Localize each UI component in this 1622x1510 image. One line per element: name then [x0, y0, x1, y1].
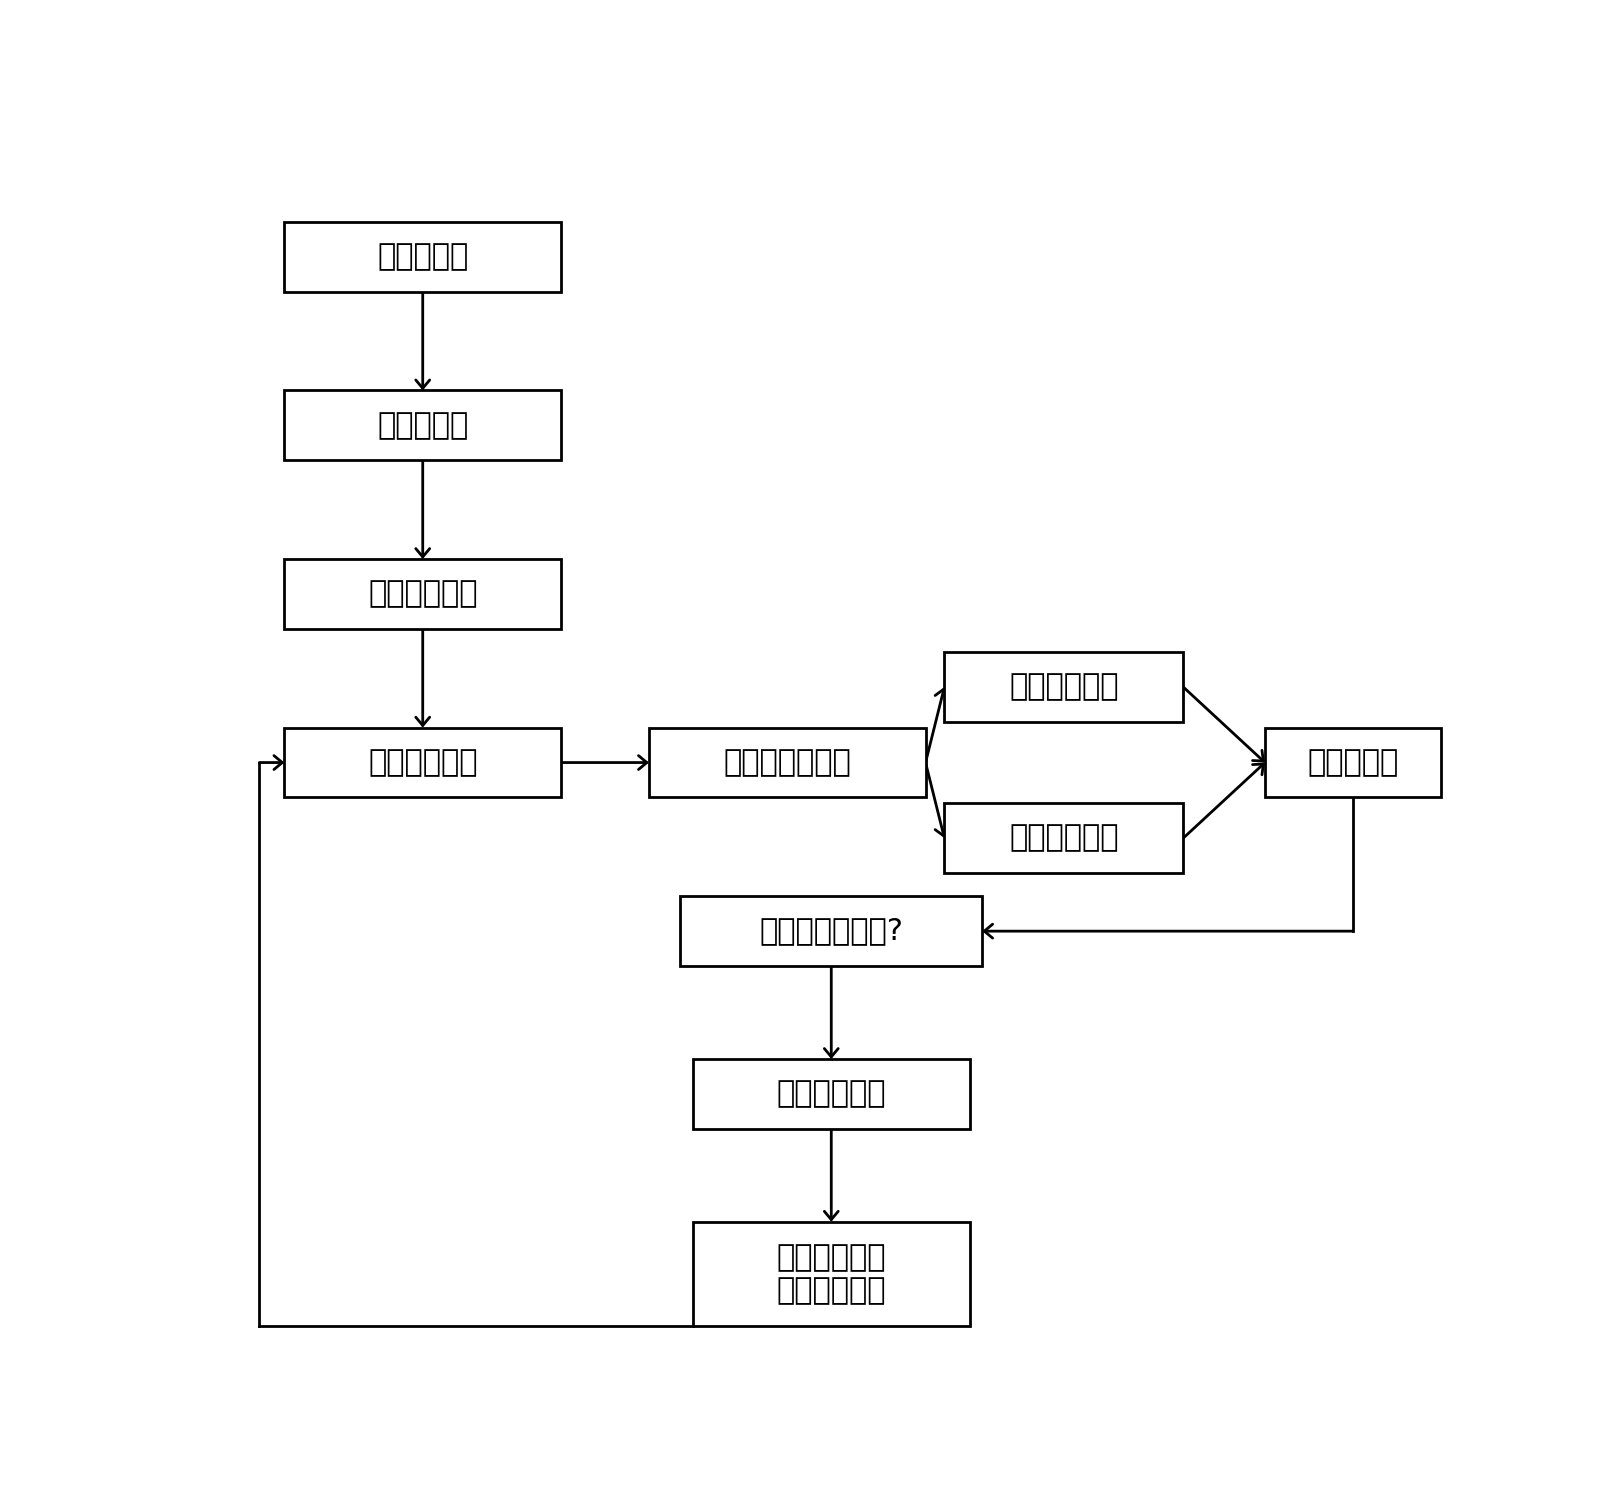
- Bar: [284, 559, 561, 628]
- Text: 系统初始化: 系统初始化: [376, 242, 469, 272]
- Bar: [284, 222, 561, 291]
- Text: 输出测量结果
开始下一循环: 输出测量结果 开始下一循环: [777, 1243, 886, 1306]
- Bar: [649, 728, 926, 797]
- Text: 测量本底电压: 测量本底电压: [368, 580, 477, 609]
- Bar: [693, 1059, 970, 1129]
- Bar: [681, 897, 981, 966]
- Text: 测量参比光强: 测量参比光强: [1009, 672, 1119, 702]
- Text: 计算反射率: 计算反射率: [1307, 747, 1398, 778]
- Bar: [944, 652, 1184, 722]
- Text: 所有点测量完毕?: 所有点测量完毕?: [759, 917, 903, 945]
- Bar: [1265, 728, 1440, 797]
- Text: 发光管全暗: 发光管全暗: [376, 411, 469, 439]
- Bar: [693, 1222, 970, 1326]
- Bar: [944, 803, 1184, 873]
- Text: 合成反射光谱: 合成反射光谱: [777, 1080, 886, 1108]
- Text: 点亮单只发光管: 点亮单只发光管: [723, 747, 852, 778]
- Bar: [284, 728, 561, 797]
- Text: 测量波长选择: 测量波长选择: [368, 747, 477, 778]
- Text: 测量反射光强: 测量反射光强: [1009, 823, 1119, 853]
- Bar: [284, 391, 561, 461]
